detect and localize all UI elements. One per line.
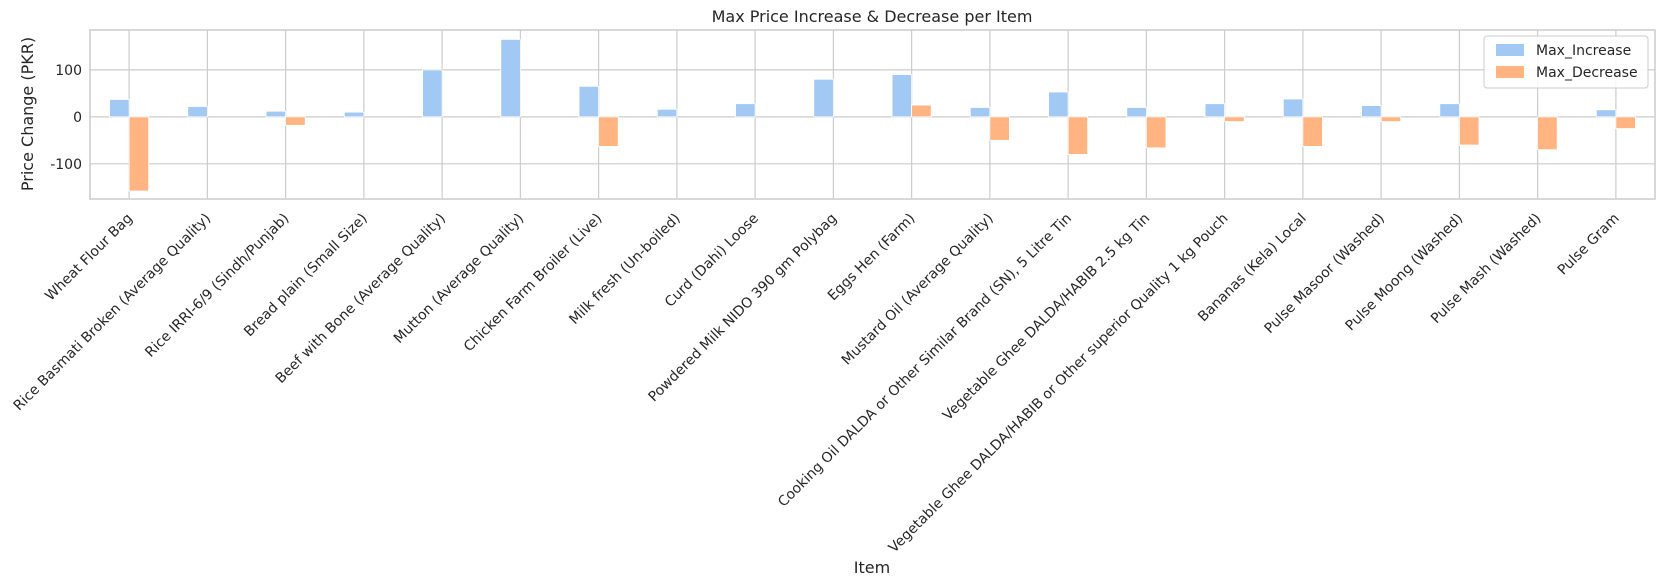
bar-max-decrease-eggs-hen-farm	[911, 104, 932, 118]
bar-max-increase-pulse-gram	[1595, 109, 1617, 118]
legend-swatch-max-increase	[1496, 44, 1524, 56]
x-tick-label: Mustard Oil (Average Quality)	[839, 211, 997, 369]
bar-max-increase-wheat-flour-bag	[109, 99, 130, 118]
y-axis-label: Price Change (PKR)	[18, 37, 37, 191]
bar-max-decrease-wheat-flour-bag	[128, 116, 150, 192]
bar-max-increase-rice-basmati-broken-average-quality	[187, 106, 208, 118]
bar-max-decrease-vegetable-ghee-dalda-habib-or-other-superior-quality-1-kg-pouch	[1224, 116, 1245, 122]
bar-max-increase-mustard-oil-average-quality	[969, 107, 991, 118]
y-axis-ticks: -100 0 100	[50, 63, 82, 173]
y-tick-label: 0	[73, 110, 82, 126]
bar-max-decrease-chicken-farm-broiler-live	[598, 116, 619, 147]
x-tick-label: Mutton (Average Quality)	[391, 211, 527, 347]
x-tick-label: Chicken Farm Broiler (Live)	[461, 211, 606, 356]
y-tick-label: 100	[55, 63, 82, 79]
bar-max-increase-eggs-hen-farm	[891, 74, 913, 118]
bar-max-increase-cooking-oil-dalda-or-other-similar-brand-sn-5-litre-tin	[1048, 91, 1069, 118]
legend-label-max-increase: Max_Increase	[1536, 43, 1631, 59]
bar-max-increase-beef-with-bone-average-quality	[422, 69, 443, 118]
plot-background	[90, 30, 1655, 199]
bar-max-increase-mutton-average-quality	[500, 38, 521, 118]
bar-max-increase-pulse-masoor-washed	[1361, 105, 1382, 118]
bar-max-increase-chicken-farm-broiler-live	[578, 85, 600, 118]
bar-max-increase-curd-dahi-loose	[735, 103, 756, 118]
bar-max-increase-vegetable-ghee-dalda-habib-2-5-kg-tin	[1126, 107, 1147, 118]
legend-frame	[1483, 35, 1649, 89]
bar-max-increase-bread-plain-small-size	[343, 111, 365, 118]
bar-max-decrease-mustard-oil-average-quality	[989, 116, 1010, 141]
bar-max-decrease-cooking-oil-dalda-or-other-similar-brand-sn-5-litre-tin	[1067, 116, 1089, 155]
x-tick-label: Pulse Gram	[1555, 211, 1623, 279]
chart-title: Max Price Increase & Decrease per Item	[712, 7, 1033, 26]
bar-max-increase-vegetable-ghee-dalda-habib-or-other-superior-quality-1-kg-pouch	[1204, 103, 1226, 118]
bar-max-decrease-pulse-mash-washed	[1537, 116, 1558, 151]
y-tick-label: -100	[50, 157, 82, 173]
bar-max-increase-pulse-moong-washed	[1439, 103, 1460, 118]
bar-max-decrease-rice-irri-6-9-sindh-punjab	[285, 116, 306, 126]
bar-max-increase-powdered-milk-nido-390-gm-polybag	[813, 78, 834, 118]
legend-label-max-decrease: Max_Decrease	[1536, 65, 1638, 81]
bar-max-increase-milk-fresh-un-boiled	[656, 108, 678, 118]
bar-max-decrease-pulse-gram	[1615, 116, 1636, 129]
plot-frame	[89, 29, 1656, 200]
x-tick-label: Beef with Bone (Average Quality)	[273, 211, 449, 387]
legend-swatch-max-decrease	[1496, 66, 1524, 78]
bar-max-increase-rice-irri-6-9-sindh-punjab	[265, 110, 287, 118]
legend: Max_Increase Max_Decrease	[1483, 35, 1649, 89]
bar-max-decrease-bananas-kela-local	[1302, 116, 1323, 147]
x-tick-label: Rice IRRI-6/9 (Sindh/Punjab)	[142, 211, 292, 361]
bar-max-decrease-pulse-masoor-washed	[1380, 116, 1402, 122]
x-tick-label: Eggs Hen (Farm)	[825, 211, 919, 305]
x-tick-label: Cooking Oil DALDA or Other Similar Brand…	[775, 211, 1075, 511]
bar-max-decrease-pulse-moong-washed	[1458, 116, 1480, 146]
x-axis-label: Item	[854, 558, 890, 577]
bar-max-increase-bananas-kela-local	[1282, 98, 1304, 118]
bars-layer	[109, 38, 1636, 192]
bar-max-decrease-vegetable-ghee-dalda-habib-2-5-kg-tin	[1145, 116, 1167, 149]
